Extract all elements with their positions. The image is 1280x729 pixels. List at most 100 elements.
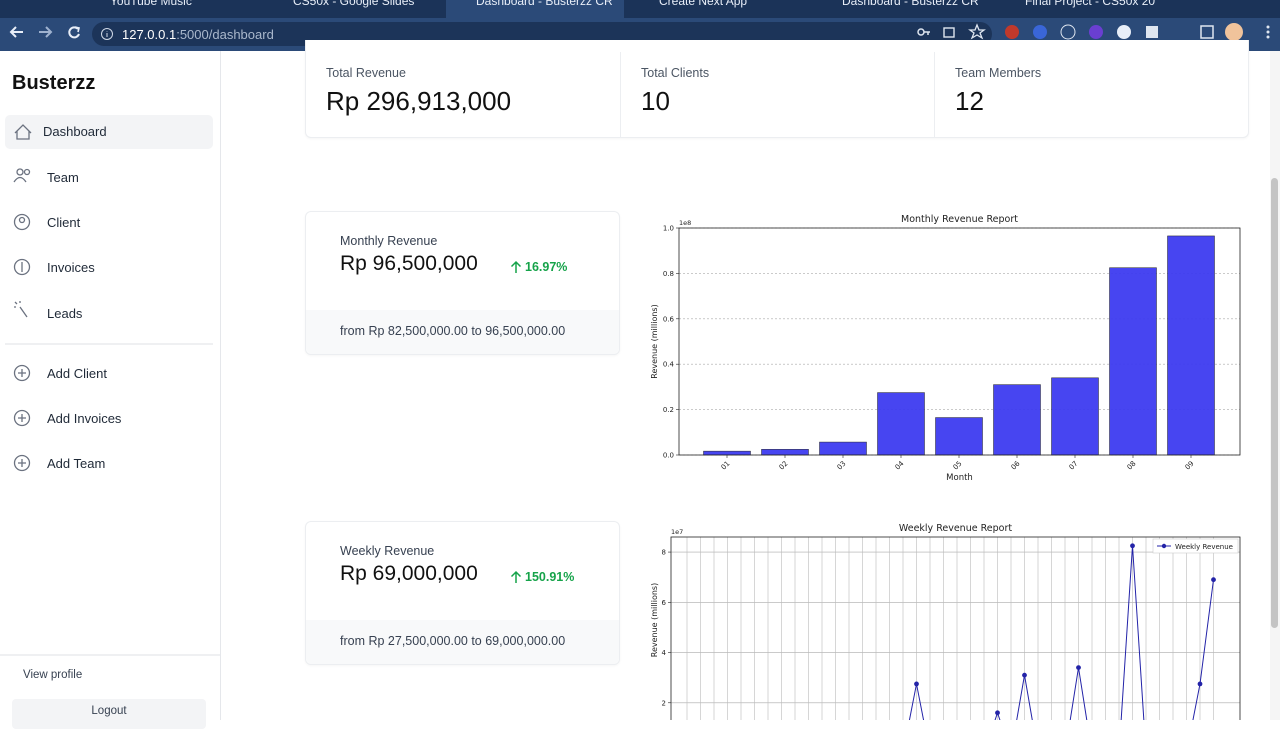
x-axis-label: Month xyxy=(946,473,973,483)
point xyxy=(1130,543,1135,549)
stat-value: 10 xyxy=(641,86,670,116)
tab[interactable]: Dashboard - Busterzz CR xyxy=(446,0,624,18)
stat-value: Rp 296,913,000 xyxy=(326,86,512,116)
card-footer xyxy=(306,310,619,354)
card-change: 150.91% xyxy=(525,570,575,584)
view-profile[interactable]: View profile xyxy=(23,669,83,681)
bar xyxy=(877,392,925,456)
x-tick-label: 03 xyxy=(836,460,848,472)
action-item[interactable]: Add Client xyxy=(47,366,107,381)
y-tick-label: 0.4 xyxy=(663,361,675,369)
bar xyxy=(1051,377,1099,456)
action-item[interactable]: Add Invoices xyxy=(47,411,122,426)
bar xyxy=(703,450,751,456)
plot-frame xyxy=(678,227,1241,456)
divider xyxy=(934,52,935,137)
bar xyxy=(761,449,809,456)
y-tick-label: 4 xyxy=(662,649,667,657)
tab[interactable]: YouTube Music xyxy=(80,0,258,18)
point xyxy=(1076,665,1081,671)
y-tick-label: 2 xyxy=(662,699,666,707)
y-tick-label: 0.0 xyxy=(663,452,674,460)
point xyxy=(1211,577,1216,583)
scrollbar xyxy=(1270,51,1280,720)
card-footer xyxy=(306,620,619,664)
point xyxy=(1022,672,1027,678)
y-offset: 1e8 xyxy=(679,219,691,227)
point xyxy=(1197,681,1203,687)
legend-label: Weekly Revenue xyxy=(1175,543,1233,551)
brand: Busterzz xyxy=(12,72,96,94)
y-tick-label: 8 xyxy=(662,549,666,557)
plot-frame xyxy=(670,536,1241,720)
series-line xyxy=(908,545,1214,720)
url-host: 127.0.0.1:5000/dashboard xyxy=(122,27,274,42)
bar xyxy=(993,384,1041,456)
legend-marker xyxy=(1161,543,1167,549)
revenue-card: Weekly Revenue Rp 69,000,000 150.91% fro… xyxy=(305,521,620,665)
y-axis-label: Revenue (millions) xyxy=(650,304,659,378)
x-tick-label: 07 xyxy=(1068,460,1080,472)
y-tick-label: 0.8 xyxy=(663,270,674,278)
x-tick-label: 08 xyxy=(1126,460,1138,472)
card-range: from Rp 27,500,000.00 to 69,000,000.00 xyxy=(340,634,566,648)
bar xyxy=(1109,267,1157,456)
nav-item[interactable]: Leads xyxy=(47,306,83,321)
x-tick-label: 01 xyxy=(720,460,732,472)
tab[interactable]: CS50x - Google Slides xyxy=(263,0,441,18)
up-arrow xyxy=(510,570,522,583)
revenue-card: Monthly Revenue Rp 96,500,000 16.97% fro… xyxy=(305,211,620,355)
info-icon xyxy=(101,28,113,40)
nav-item[interactable]: Invoices xyxy=(47,260,95,275)
up-arrow xyxy=(510,260,522,273)
y-axis-label: Revenue (millions) xyxy=(650,583,659,657)
y-tick-label: 1.0 xyxy=(663,225,674,233)
y-tick-label: 0.6 xyxy=(663,315,675,323)
stat-label: Total Clients xyxy=(641,66,710,80)
chart-title: Weekly Revenue Report xyxy=(899,523,1012,534)
card-change: 16.97% xyxy=(525,260,568,274)
stat-label: Team Members xyxy=(955,66,1042,80)
divider xyxy=(620,52,621,137)
stats-card: Total Revenue Rp 296,913,000 Total Clien… xyxy=(305,40,1249,138)
nav-item[interactable]: Client xyxy=(47,215,81,230)
sidebar-icons xyxy=(0,124,220,656)
bar xyxy=(819,441,867,456)
bar xyxy=(935,417,983,456)
scroll-thumb[interactable] xyxy=(1271,178,1278,628)
x-tick-label: 02 xyxy=(778,460,790,472)
bar xyxy=(1167,235,1215,456)
y-offset: 1e7 xyxy=(671,528,683,536)
card-value: Rp 96,500,000 xyxy=(340,252,478,275)
tab-strip: YouTube Music CS50x - Google Slides Dash… xyxy=(0,0,1280,18)
stat-value: 12 xyxy=(955,86,984,116)
point xyxy=(914,681,919,687)
card-label: Monthly Revenue xyxy=(340,234,438,248)
tab[interactable]: Create Next App xyxy=(629,0,807,18)
point xyxy=(995,710,1000,716)
nav-buttons[interactable] xyxy=(0,18,90,51)
nav-item[interactable]: Dashboard xyxy=(43,124,107,139)
card-value: Rp 69,000,000 xyxy=(340,562,478,585)
stat-label: Total Revenue xyxy=(326,66,406,80)
tab[interactable]: Dashboard - Busterzz CR xyxy=(812,0,990,18)
x-tick-label: 09 xyxy=(1184,460,1196,472)
nav-active-bg xyxy=(5,115,213,149)
card-range: from Rp 82,500,000.00 to 96,500,000.00 xyxy=(340,324,566,338)
tab[interactable]: Final Project - CS50x 20 xyxy=(995,0,1173,18)
y-tick-label: 6 xyxy=(662,599,667,607)
nav-item[interactable]: Team xyxy=(47,170,79,185)
x-tick-label: 04 xyxy=(894,459,906,471)
action-item[interactable]: Add Team xyxy=(47,456,106,471)
toolbar-icons[interactable] xyxy=(910,18,1280,51)
url-host-text: 127.0.0.1 xyxy=(122,27,177,42)
legend-box xyxy=(1152,538,1239,554)
chart-title: Monthly Revenue Report xyxy=(901,214,1018,225)
x-tick-label: 05 xyxy=(952,460,964,472)
y-tick-label: 0.2 xyxy=(663,406,674,414)
url-path: :5000/dashboard xyxy=(176,27,274,42)
card-label: Weekly Revenue xyxy=(340,544,435,558)
x-tick-label: 06 xyxy=(1010,459,1022,471)
